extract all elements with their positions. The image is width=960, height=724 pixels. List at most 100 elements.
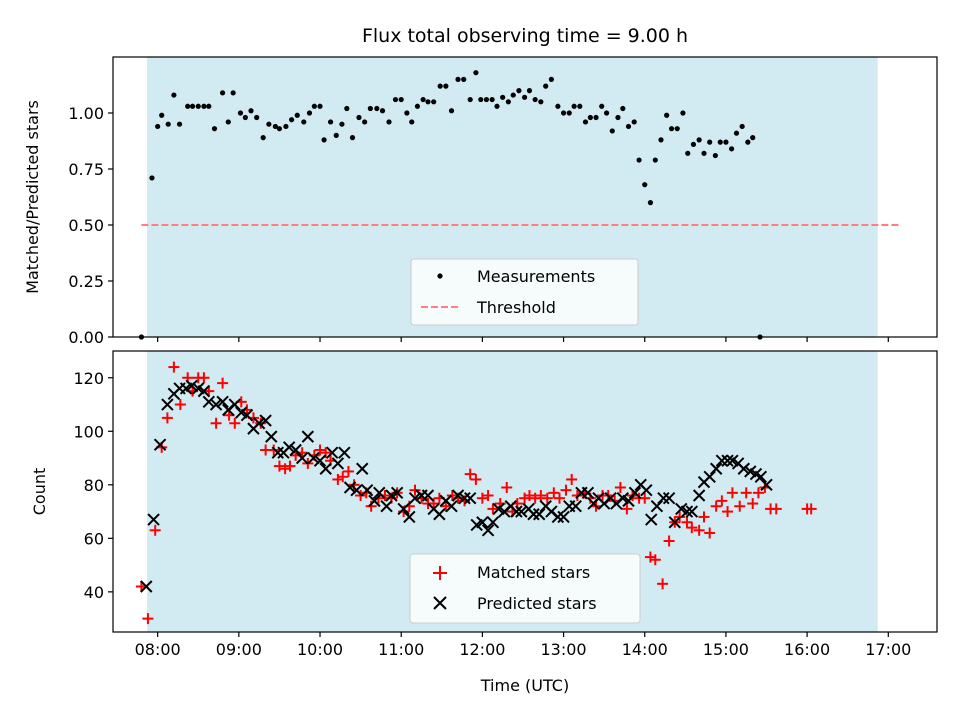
matched-star-point [501,481,513,493]
measurement-point [189,103,196,109]
matched-star-point [698,511,710,523]
y-tick-label: 60 [84,529,104,548]
measurement-point [386,119,392,125]
measurement-point [404,110,410,116]
predicted-star-point [338,446,351,459]
measurement-point [494,103,500,109]
measurement-point [392,96,399,103]
measurement-point [266,121,272,127]
predicted-star-point [259,414,272,427]
measurement-point [577,103,583,109]
legend-label-threshold: Threshold [476,298,556,317]
measurement-point [701,150,707,156]
measurement-point [165,121,171,127]
measurement-point [398,96,404,103]
measurement-point [171,92,177,98]
measurement-point [185,103,191,109]
measurement-point [555,103,561,109]
legend-marker-matched [433,566,447,580]
matched-star-point [639,492,651,504]
matched-star-point [217,377,229,389]
matched-star-point [337,471,349,483]
predicted-star-point [161,398,174,411]
measurement-point [219,90,226,96]
matched-star-point [704,527,716,539]
matched-star-point [770,503,782,515]
measurement-point [374,105,380,112]
x-tick-label: 09:00 [216,640,262,659]
predicted-star-point [343,481,357,494]
predicted-star-point [197,384,211,398]
measurement-point [242,114,248,121]
matched-star-point [566,473,578,485]
measurement-point [195,103,201,109]
matched-star-point [614,481,626,493]
matched-star-point [663,535,675,547]
matched-star-point [470,473,482,485]
predicted-star-point [510,505,523,518]
y-tick-label: 80 [84,476,104,495]
measurement-point [489,96,495,103]
matched-star-point [726,487,738,499]
measurement-point [211,126,218,132]
matched-star-point [657,578,669,590]
predicted-star-point [551,510,565,524]
measurement-point [685,150,691,156]
measurement-point [652,157,658,163]
measurement-point [420,96,426,103]
measurement-point [276,126,283,132]
panel-ratio: 0.00 0.25 0.50 0.75 1.00 Matched/Predicted s… [23,56,938,347]
predicted-star-point [228,398,241,411]
measurement-point [272,123,278,130]
predicted-star-point [692,489,706,502]
measurement-point [516,88,522,94]
measurement-point [483,96,490,103]
measurement-point [510,92,516,98]
measurement-point [201,103,207,109]
chart-title: Flux total observing time = 9.00 h [362,25,688,47]
predicted-star-point [650,500,664,513]
predicted-star-point [282,441,296,454]
measurement-point [333,132,339,138]
measurement-point [455,76,461,82]
measurement-point [560,110,567,116]
matched-star-point [535,490,547,502]
predicted-star-point [368,494,381,508]
predicted-star-point [463,491,477,505]
measurement-point [658,137,664,143]
measurement-point [339,121,345,127]
matched-star-point [560,484,572,496]
measurement-points [138,70,763,340]
matched-star-point [686,522,698,534]
predicted-star-point [140,580,153,593]
legend-box-top [410,258,639,326]
predicted-star-point [721,454,734,467]
matched-star-point [198,372,210,384]
measurement-point [636,157,642,163]
predicted-star-point [360,483,374,497]
predicted-star-point [216,395,229,409]
matched-star-point [681,516,693,528]
axes-frame-top [112,56,938,338]
predicted-star-point [709,462,723,475]
measurement-point [327,119,334,125]
measurement-point [500,94,506,100]
y-tick-label: 0.25 [68,272,104,291]
x-tick-label: 14:00 [622,640,668,659]
predicted-star-point [325,446,339,459]
measurement-point [505,99,511,105]
measurement-point [642,182,648,188]
measurement-point [593,114,599,121]
measurement-point [745,139,751,145]
measurement-point [379,108,386,114]
predicted-star-point [662,491,676,505]
measurement-point [723,139,729,145]
matched-star-point [210,417,222,429]
y-axis-label-top: Matched/Predicted stars [23,100,42,294]
predicted-star-point [458,491,471,505]
x-tick-label: 08:00 [135,640,181,659]
measurement-point [237,110,244,116]
matched-star-point [302,457,314,469]
measurement-point [206,103,212,109]
measurement-point [356,114,362,121]
